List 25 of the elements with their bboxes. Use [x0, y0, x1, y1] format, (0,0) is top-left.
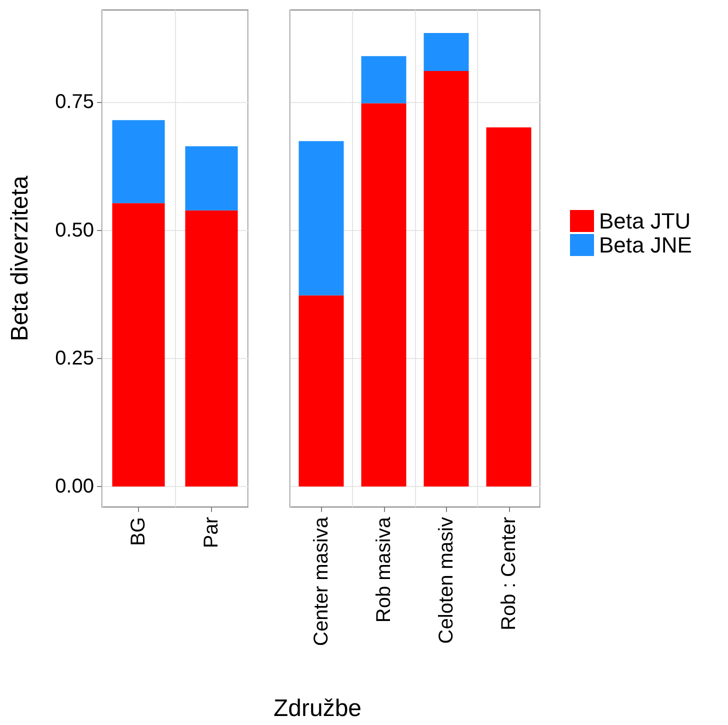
bar	[424, 33, 469, 71]
x-axis-title: Združbe	[272, 695, 363, 723]
x-tick-label: Rob masiva	[372, 516, 395, 623]
y-tick-label: 0.25	[55, 347, 94, 370]
bar	[361, 103, 406, 487]
bar	[361, 56, 406, 104]
x-tick-label: BG	[128, 517, 150, 546]
y-axis-title: Beta diverziteta	[6, 175, 34, 342]
bar	[486, 127, 532, 487]
y-tick-label: 0.00	[55, 476, 94, 498]
bar	[185, 146, 238, 210]
bar	[185, 210, 238, 487]
x-tick-label: Celoten masiv	[435, 517, 458, 644]
x-tick-label: Par	[200, 516, 222, 548]
legend-label: Beta JTU	[599, 208, 691, 234]
x-tick-label: Center masiva	[310, 516, 332, 646]
bar	[424, 70, 469, 487]
legend-label: Beta JNE	[599, 232, 692, 258]
y-tick-label: 0.75	[55, 91, 94, 114]
bar	[298, 141, 344, 296]
x-tick-label: Rob : Center	[498, 516, 520, 630]
bar	[112, 120, 165, 204]
bar	[112, 203, 165, 487]
y-tick-label: 0.50	[55, 219, 94, 242]
bar	[298, 295, 344, 487]
